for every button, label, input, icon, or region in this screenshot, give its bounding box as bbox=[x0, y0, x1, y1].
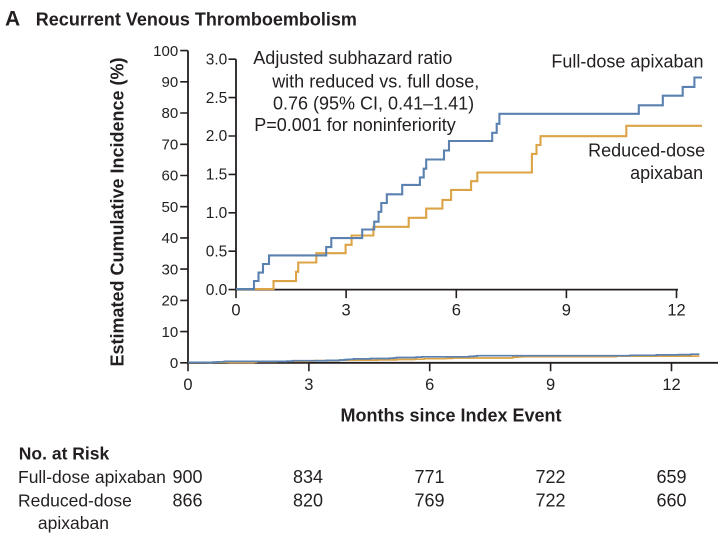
svg-text:No. at Risk: No. at Risk bbox=[19, 444, 110, 464]
svg-text:apixaban: apixaban bbox=[38, 513, 109, 533]
svg-text:3: 3 bbox=[342, 302, 351, 320]
svg-text:1.0: 1.0 bbox=[206, 205, 228, 222]
svg-text:Months since Index Event: Months since Index Event bbox=[340, 405, 561, 425]
svg-text:Recurrent Venous Thromboemboli: Recurrent Venous Thromboembolism bbox=[36, 9, 357, 29]
svg-text:769: 769 bbox=[414, 491, 444, 511]
svg-text:3.0: 3.0 bbox=[206, 51, 228, 68]
svg-text:60: 60 bbox=[162, 168, 179, 185]
svg-text:771: 771 bbox=[414, 467, 444, 487]
svg-text:A: A bbox=[5, 7, 20, 30]
svg-text:866: 866 bbox=[172, 491, 202, 511]
svg-text:40: 40 bbox=[162, 230, 179, 247]
svg-text:1.5: 1.5 bbox=[206, 167, 228, 184]
svg-text:90: 90 bbox=[162, 74, 179, 91]
svg-text:660: 660 bbox=[656, 491, 686, 511]
svg-text:Full-dose apixaban: Full-dose apixaban bbox=[18, 467, 166, 487]
svg-text:30: 30 bbox=[162, 261, 179, 278]
svg-text:0.5: 0.5 bbox=[206, 243, 228, 260]
svg-text:apixaban: apixaban bbox=[630, 163, 703, 183]
svg-text:0: 0 bbox=[170, 355, 178, 372]
svg-text:with reduced vs. full dose,: with reduced vs. full dose, bbox=[271, 71, 479, 91]
svg-text:722: 722 bbox=[535, 467, 565, 487]
svg-text:722: 722 bbox=[535, 491, 565, 511]
svg-text:2.5: 2.5 bbox=[206, 90, 228, 107]
svg-text:6: 6 bbox=[425, 376, 434, 394]
svg-text:Reduced-dose: Reduced-dose bbox=[588, 141, 705, 161]
svg-text:834: 834 bbox=[293, 467, 323, 487]
svg-text:P=0.001 for noninferiority: P=0.001 for noninferiority bbox=[254, 115, 456, 135]
svg-text:2.0: 2.0 bbox=[206, 128, 228, 145]
svg-text:12: 12 bbox=[662, 376, 680, 394]
svg-text:12: 12 bbox=[667, 302, 685, 320]
svg-text:3: 3 bbox=[304, 376, 313, 394]
svg-text:Adjusted subhazard ratio: Adjusted subhazard ratio bbox=[253, 48, 452, 68]
svg-text:0.76 (95% CI, 0.41–1.41): 0.76 (95% CI, 0.41–1.41) bbox=[273, 93, 474, 113]
svg-text:820: 820 bbox=[293, 491, 323, 511]
svg-text:20: 20 bbox=[162, 293, 179, 310]
svg-text:6: 6 bbox=[452, 302, 461, 320]
svg-text:100: 100 bbox=[153, 43, 178, 60]
svg-text:900: 900 bbox=[172, 467, 202, 487]
svg-text:9: 9 bbox=[562, 302, 571, 320]
svg-text:80: 80 bbox=[162, 105, 179, 122]
svg-text:0: 0 bbox=[183, 376, 192, 394]
svg-text:50: 50 bbox=[162, 199, 179, 216]
svg-text:0.0: 0.0 bbox=[206, 282, 228, 299]
svg-text:Reduced-dose: Reduced-dose bbox=[18, 491, 132, 511]
svg-text:Estimated Cumulative Incidence: Estimated Cumulative Incidence (%) bbox=[108, 57, 128, 366]
svg-text:659: 659 bbox=[656, 467, 686, 487]
svg-text:9: 9 bbox=[546, 376, 555, 394]
svg-text:Full-dose apixaban: Full-dose apixaban bbox=[551, 52, 703, 72]
svg-text:0: 0 bbox=[231, 302, 240, 320]
svg-text:70: 70 bbox=[162, 137, 179, 154]
svg-text:10: 10 bbox=[162, 324, 179, 341]
